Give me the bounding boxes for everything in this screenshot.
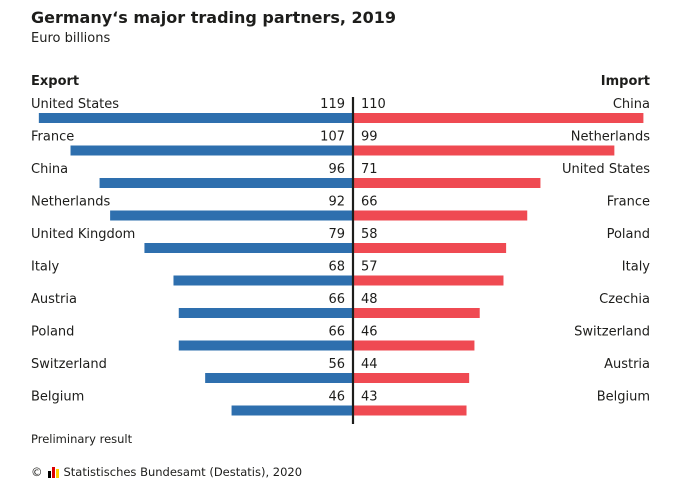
source-text: Statistisches Bundesamt (Destatis), 2020 <box>63 465 303 479</box>
export-category-label: Netherlands <box>31 195 110 210</box>
import-category-label: United States <box>562 162 650 177</box>
footnote: Preliminary result <box>31 432 133 446</box>
import-value-label: 110 <box>361 97 386 112</box>
export-bar <box>70 145 354 156</box>
copyright-symbol: © <box>31 465 43 479</box>
import-value-label: 57 <box>361 260 378 275</box>
export-category-label: China <box>31 162 68 177</box>
import-bar <box>353 340 475 351</box>
export-bar <box>173 275 353 286</box>
export-category-label: Austria <box>31 292 77 307</box>
export-category-label: United Kingdom <box>31 227 135 242</box>
export-value-label: 66 <box>328 325 345 340</box>
import-value-label: 48 <box>361 292 378 307</box>
chart-subtitle: Euro billions <box>31 31 111 46</box>
export-value-label: 119 <box>320 97 345 112</box>
import-value-label: 44 <box>361 357 378 372</box>
export-category-label: Switzerland <box>31 357 107 372</box>
export-category-label: Belgium <box>31 390 84 405</box>
export-category-label: United States <box>31 97 119 112</box>
export-value-label: 96 <box>328 162 345 177</box>
export-value-label: 56 <box>328 357 345 372</box>
export-bar <box>144 243 353 253</box>
import-category-label: Austria <box>604 357 650 372</box>
import-value-label: 58 <box>361 227 378 242</box>
export-bar <box>99 178 353 188</box>
import-bar <box>353 405 467 416</box>
import-bar <box>353 308 480 318</box>
export-category-label: Italy <box>31 260 60 275</box>
export-heading: Export <box>31 74 80 89</box>
destatis-logo-icon <box>47 466 59 478</box>
import-value-label: 71 <box>361 162 378 177</box>
import-bar <box>353 178 541 188</box>
source-line: © Statistisches Bundesamt (Destatis), 20… <box>31 465 302 479</box>
import-bar <box>353 210 528 221</box>
export-bar <box>231 405 353 416</box>
import-heading: Import <box>600 74 650 89</box>
import-category-label: France <box>607 195 650 210</box>
export-category-label: France <box>31 130 74 145</box>
export-value-label: 79 <box>328 227 345 242</box>
import-category-label: Czechia <box>599 292 650 307</box>
export-bar <box>110 210 354 221</box>
import-bar <box>353 243 507 253</box>
import-category-label: Switzerland <box>574 325 650 340</box>
export-bar <box>178 340 353 351</box>
import-bar <box>353 275 504 286</box>
import-bar <box>353 113 644 123</box>
export-value-label: 66 <box>328 292 345 307</box>
import-category-label: Italy <box>622 260 651 275</box>
import-category-label: Netherlands <box>571 130 650 145</box>
chart-title: Germany‘s major trading partners, 2019 <box>31 8 397 27</box>
export-value-label: 107 <box>320 130 345 145</box>
import-value-label: 43 <box>361 390 378 405</box>
import-category-label: China <box>613 97 650 112</box>
export-category-label: Poland <box>31 325 74 340</box>
export-value-label: 68 <box>328 260 345 275</box>
import-value-label: 66 <box>361 195 378 210</box>
export-value-label: 46 <box>328 390 345 405</box>
export-bar <box>38 113 354 123</box>
import-category-label: Poland <box>607 227 650 242</box>
export-bar <box>205 373 353 383</box>
import-value-label: 46 <box>361 325 378 340</box>
export-bar <box>178 308 353 318</box>
import-bar <box>353 373 470 383</box>
import-bar <box>353 145 615 156</box>
import-category-label: Belgium <box>597 390 650 405</box>
import-value-label: 99 <box>361 130 378 145</box>
export-value-label: 92 <box>328 195 345 210</box>
